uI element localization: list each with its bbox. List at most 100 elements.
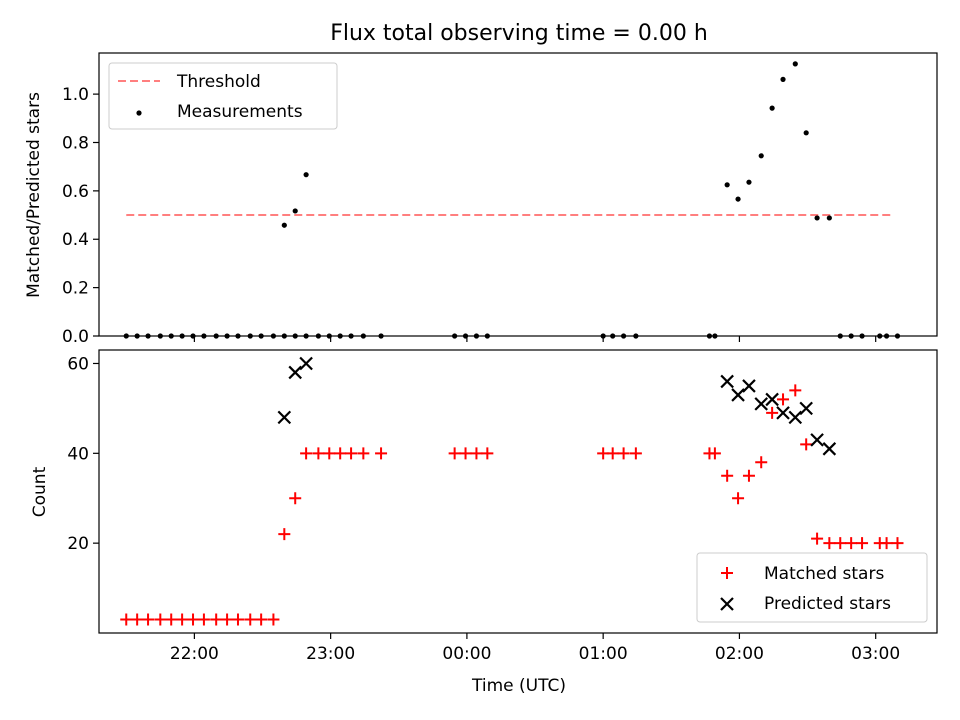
matched-stars-point [606, 447, 619, 460]
matched-stars-point [334, 447, 347, 460]
measurement-point [724, 182, 730, 188]
matched-stars-point [255, 613, 268, 626]
predicted-stars-point [788, 410, 803, 425]
top-legend: Threshold Measurements [108, 62, 338, 130]
y-tick-label: 60 [67, 354, 89, 374]
legend-threshold-label: Threshold [176, 72, 261, 92]
matched-stars-point [278, 528, 291, 541]
predicted-stars-point [810, 433, 824, 447]
predicted-stars-point [720, 374, 734, 389]
x-tick-label: 22:00 [170, 644, 219, 664]
legend-matched-swatch [721, 567, 733, 579]
matched-stars-point [742, 469, 755, 482]
legend-predicted-swatch [720, 597, 734, 611]
measurement-point [758, 153, 764, 159]
top-y-axis-label: Matched/Predicted stars [24, 92, 44, 298]
matched-stars-point [708, 447, 721, 460]
top-axes-frame [98, 52, 938, 337]
y-tick-label: 0.0 [62, 327, 89, 347]
chart-title: Flux total observing time = 0.00 h [330, 21, 708, 46]
matched-stars-point [267, 613, 280, 626]
matched-stars-point [629, 447, 642, 460]
matched-stars-point [210, 613, 223, 626]
matched-stars-point [289, 492, 302, 505]
matched-stars-point [221, 613, 234, 626]
predicted-stars-point [288, 365, 302, 380]
predicted-stars-point [765, 392, 779, 407]
measurement-point [780, 76, 786, 82]
measurement-point [281, 222, 287, 228]
bottom-y-axis-label: Count [30, 466, 50, 517]
matched-stars-point [131, 613, 144, 626]
matched-stars-point [470, 447, 483, 460]
x-axis-label: Time (UTC) [471, 676, 566, 696]
matched-stars-point [120, 613, 133, 626]
matched-stars-point [176, 613, 189, 626]
bottom-legend: Matched stars Predicted stars [696, 552, 928, 623]
y-tick-label: 1.0 [62, 85, 89, 105]
matched-stars-point [755, 456, 768, 469]
bottom-y-axis-ticks: 20 40 60 [67, 354, 99, 554]
legend-measurements-label: Measurements [177, 102, 303, 122]
measurement-point [803, 130, 809, 136]
predicted-stars-point [742, 379, 756, 393]
predicted-stars-point [754, 397, 769, 411]
measurement-point [292, 208, 298, 214]
matched-stars-point [154, 613, 167, 626]
bottom-x-axis-ticks: 22:00 23:00 00:00 01:00 02:00 03:00 [170, 633, 900, 664]
predicted-stars-point [299, 356, 313, 371]
matched-stars-point [448, 447, 461, 460]
measurement-point [735, 196, 741, 202]
measurement-point [792, 61, 798, 67]
matched-stars-point [845, 537, 858, 550]
matched-stars-point [834, 537, 847, 550]
matched-stars-point [721, 469, 734, 482]
predicted-stars-point [776, 406, 790, 420]
predicted-stars-point [731, 388, 745, 402]
legend-measurements-swatch [136, 110, 142, 116]
matched-stars-point [244, 613, 257, 626]
x-tick-label: 03:00 [851, 644, 900, 664]
matched-stars-point [197, 613, 210, 626]
measurement-point [303, 172, 309, 178]
top-y-axis-ticks: 0.0 0.2 0.4 0.6 0.8 1.0 [62, 85, 99, 347]
y-tick-label: 0.4 [62, 230, 89, 250]
measurement-point [814, 215, 820, 221]
measurement-point [769, 105, 775, 111]
matched-stars-point [811, 532, 824, 545]
matched-stars-point [481, 447, 494, 460]
y-tick-label: 0.8 [62, 133, 89, 153]
matched-stars-point [789, 384, 802, 397]
legend-matched-label: Matched stars [764, 564, 884, 584]
matched-stars-point [345, 447, 358, 460]
matched-stars-point [880, 537, 893, 550]
x-tick-label: 02:00 [715, 644, 764, 664]
matched-stars-point [732, 492, 745, 505]
legend-predicted-label: Predicted stars [764, 594, 891, 614]
x-tick-label: 00:00 [442, 644, 491, 664]
matched-stars-point [165, 613, 178, 626]
matched-stars-point [357, 447, 370, 460]
matched-stars-point [617, 447, 630, 460]
bottom-plot-area [120, 356, 904, 626]
bottom-panel: 20 40 60 22:00 23:00 00:00 01:00 02:00 03:00 Co… [30, 349, 938, 696]
predicted-stars-point [277, 410, 292, 425]
top-panel: 0.0 0.2 0.4 0.6 0.8 1.0 Matched/Predicted sta… [24, 52, 938, 347]
bottom-axes-frame [98, 349, 938, 634]
predicted-stars-point [822, 442, 837, 456]
x-tick-label: 01:00 [579, 644, 628, 664]
measurement-point [826, 215, 832, 221]
matched-stars-point [856, 537, 869, 550]
measurement-point [746, 179, 752, 185]
bottom-legend-box [696, 552, 928, 623]
y-tick-label: 20 [67, 534, 89, 554]
top-legend-box [108, 62, 338, 130]
x-tick-label: 23:00 [306, 644, 355, 664]
matched-stars-point [459, 447, 472, 460]
y-tick-label: 0.6 [62, 182, 89, 202]
matched-stars-point [800, 438, 813, 451]
matched-stars-point [231, 613, 244, 626]
matched-stars-point [766, 406, 779, 419]
top-x-axis-ticks [193, 336, 877, 342]
